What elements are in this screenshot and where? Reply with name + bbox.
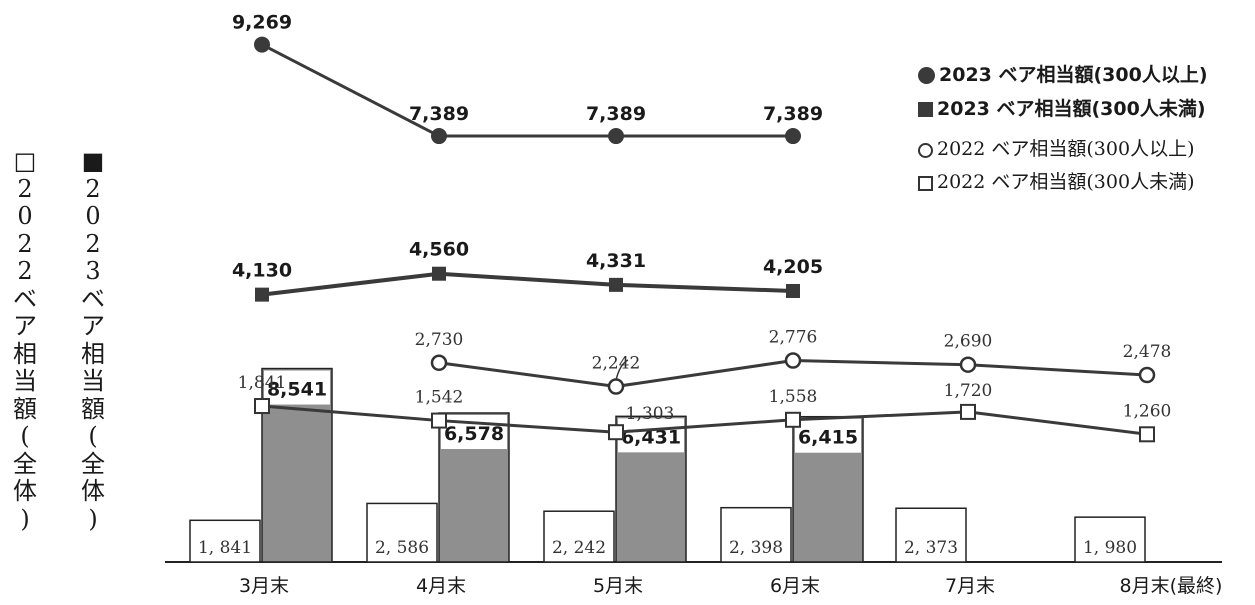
line-point — [959, 356, 977, 373]
x-tick-label: 7月末 — [945, 575, 995, 597]
open-circle-icon — [918, 142, 933, 158]
x-tick-label: 3月末 — [239, 575, 289, 597]
bar-2022 — [543, 510, 615, 563]
y-axis-label-2023: ■ 2 0 2 3 ベア相当額(全体) — [81, 147, 105, 533]
line-point — [608, 128, 624, 145]
legend-item-2022-small: 2022 ベア相当額(300人未満) — [918, 167, 1194, 194]
bar-label-2023: 6,415 — [798, 427, 858, 449]
line-label: 7,389 — [409, 103, 469, 125]
line-label: 1,542 — [415, 388, 464, 408]
line-point — [1139, 426, 1155, 443]
line-label: 1,260 — [1123, 401, 1172, 421]
line-series — [261, 43, 793, 138]
line-point — [1138, 366, 1156, 384]
open-square-icon — [918, 175, 933, 191]
line-label: 1,558 — [769, 387, 818, 407]
legend-item-2023-small: 2023 ベア相当額(300人未満) — [918, 94, 1206, 121]
line-label: 4,331 — [586, 250, 646, 272]
x-tick-label: 8月末(最終) — [1120, 575, 1223, 597]
line-label: 9,269 — [232, 12, 292, 34]
line-series — [261, 271, 794, 297]
legend-item-2022-large: 2022 ベア相当額(300人以上) — [918, 134, 1194, 161]
x-tick-label: 6月末 — [770, 575, 820, 597]
line-label: 4,130 — [232, 260, 292, 282]
line-label: 2,690 — [944, 332, 993, 352]
line-label: 1,841 — [238, 373, 287, 393]
line-point — [430, 354, 448, 372]
bar-label-2023: 8,541 — [267, 379, 327, 401]
line-label: 2,478 — [1123, 342, 1172, 362]
bar-2022 — [366, 502, 438, 563]
label-leader — [615, 359, 629, 381]
line-label: 4,205 — [763, 256, 823, 278]
line-point — [431, 412, 447, 429]
bar-label-2023: 6,578 — [444, 423, 504, 445]
line-point — [607, 378, 625, 395]
bar-label-2022: 2, 398 — [729, 538, 783, 558]
bar-label-box — [618, 418, 684, 453]
y-axis-label-2022: □ 2 0 2 2 ベア相当額(全体) — [13, 147, 37, 533]
line-point — [255, 287, 269, 302]
line-point — [608, 424, 624, 441]
line-point — [785, 411, 801, 428]
x-tick-label: 5月末 — [593, 575, 643, 597]
bar-2022 — [720, 506, 792, 563]
line-point — [254, 398, 270, 415]
bar-label-2022: 2, 242 — [552, 538, 606, 558]
line-label: 7,389 — [586, 103, 646, 125]
line-label: 2,730 — [415, 330, 464, 350]
line-point — [960, 403, 976, 420]
filled-square-icon — [918, 102, 933, 117]
line-series — [261, 404, 1148, 436]
line-point — [432, 266, 446, 281]
line-point — [786, 283, 800, 298]
line-label: 2,776 — [769, 328, 818, 348]
line-point — [609, 277, 623, 292]
bar-label-2022: 2, 586 — [375, 538, 429, 558]
bar-2022 — [189, 519, 261, 563]
legend-item-2023-large: 2023 ベア相当額(300人以上) — [918, 60, 1208, 87]
line-point — [784, 352, 802, 369]
bar-2022 — [1074, 516, 1146, 563]
bar-label-2022: 1, 841 — [198, 538, 252, 558]
line-point — [254, 36, 270, 53]
x-tick-label: 4月末 — [416, 575, 466, 597]
line-label: 4,560 — [409, 239, 469, 261]
bar-label-2022: 1, 980 — [1083, 538, 1137, 558]
line-label: 1,303 — [626, 404, 675, 424]
filled-circle-icon — [918, 67, 935, 84]
line-label: 1,720 — [944, 381, 993, 401]
line-label: 2,242 — [592, 354, 641, 374]
bar-label-box — [795, 418, 861, 453]
line-point — [785, 128, 801, 145]
line-point — [431, 128, 447, 145]
bar-label-2022: 2, 373 — [904, 538, 958, 558]
bar-label-box — [264, 370, 330, 405]
bar-2022 — [895, 507, 967, 563]
line-label: 7,389 — [763, 103, 823, 125]
